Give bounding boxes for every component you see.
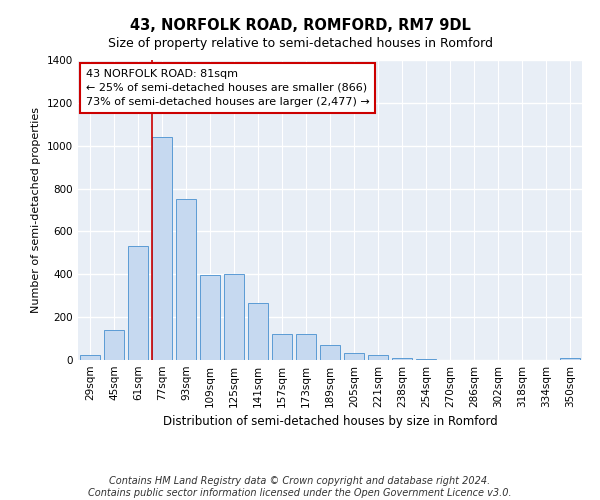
Bar: [368, 354, 388, 360]
Bar: [272, 334, 292, 360]
Text: Contains HM Land Registry data © Crown copyright and database right 2024.
Contai: Contains HM Land Registry data © Crown c…: [88, 476, 512, 498]
X-axis label: Distribution of semi-detached houses by size in Romford: Distribution of semi-detached houses by …: [163, 416, 497, 428]
Bar: [392, 358, 412, 360]
Bar: [176, 200, 196, 360]
Bar: [200, 276, 220, 360]
Y-axis label: Number of semi-detached properties: Number of semi-detached properties: [31, 107, 41, 313]
Text: Size of property relative to semi-detached houses in Romford: Size of property relative to semi-detach…: [107, 38, 493, 51]
Bar: [128, 246, 148, 360]
Text: 43 NORFOLK ROAD: 81sqm
← 25% of semi-detached houses are smaller (866)
73% of se: 43 NORFOLK ROAD: 81sqm ← 25% of semi-det…: [86, 69, 370, 107]
Bar: [560, 358, 580, 360]
Text: 43, NORFOLK ROAD, ROMFORD, RM7 9DL: 43, NORFOLK ROAD, ROMFORD, RM7 9DL: [130, 18, 470, 32]
Bar: [320, 345, 340, 360]
Bar: [224, 274, 244, 360]
Bar: [416, 359, 436, 360]
Bar: [344, 352, 364, 360]
Bar: [104, 330, 124, 360]
Bar: [80, 354, 100, 360]
Bar: [248, 303, 268, 360]
Bar: [296, 334, 316, 360]
Bar: [152, 137, 172, 360]
